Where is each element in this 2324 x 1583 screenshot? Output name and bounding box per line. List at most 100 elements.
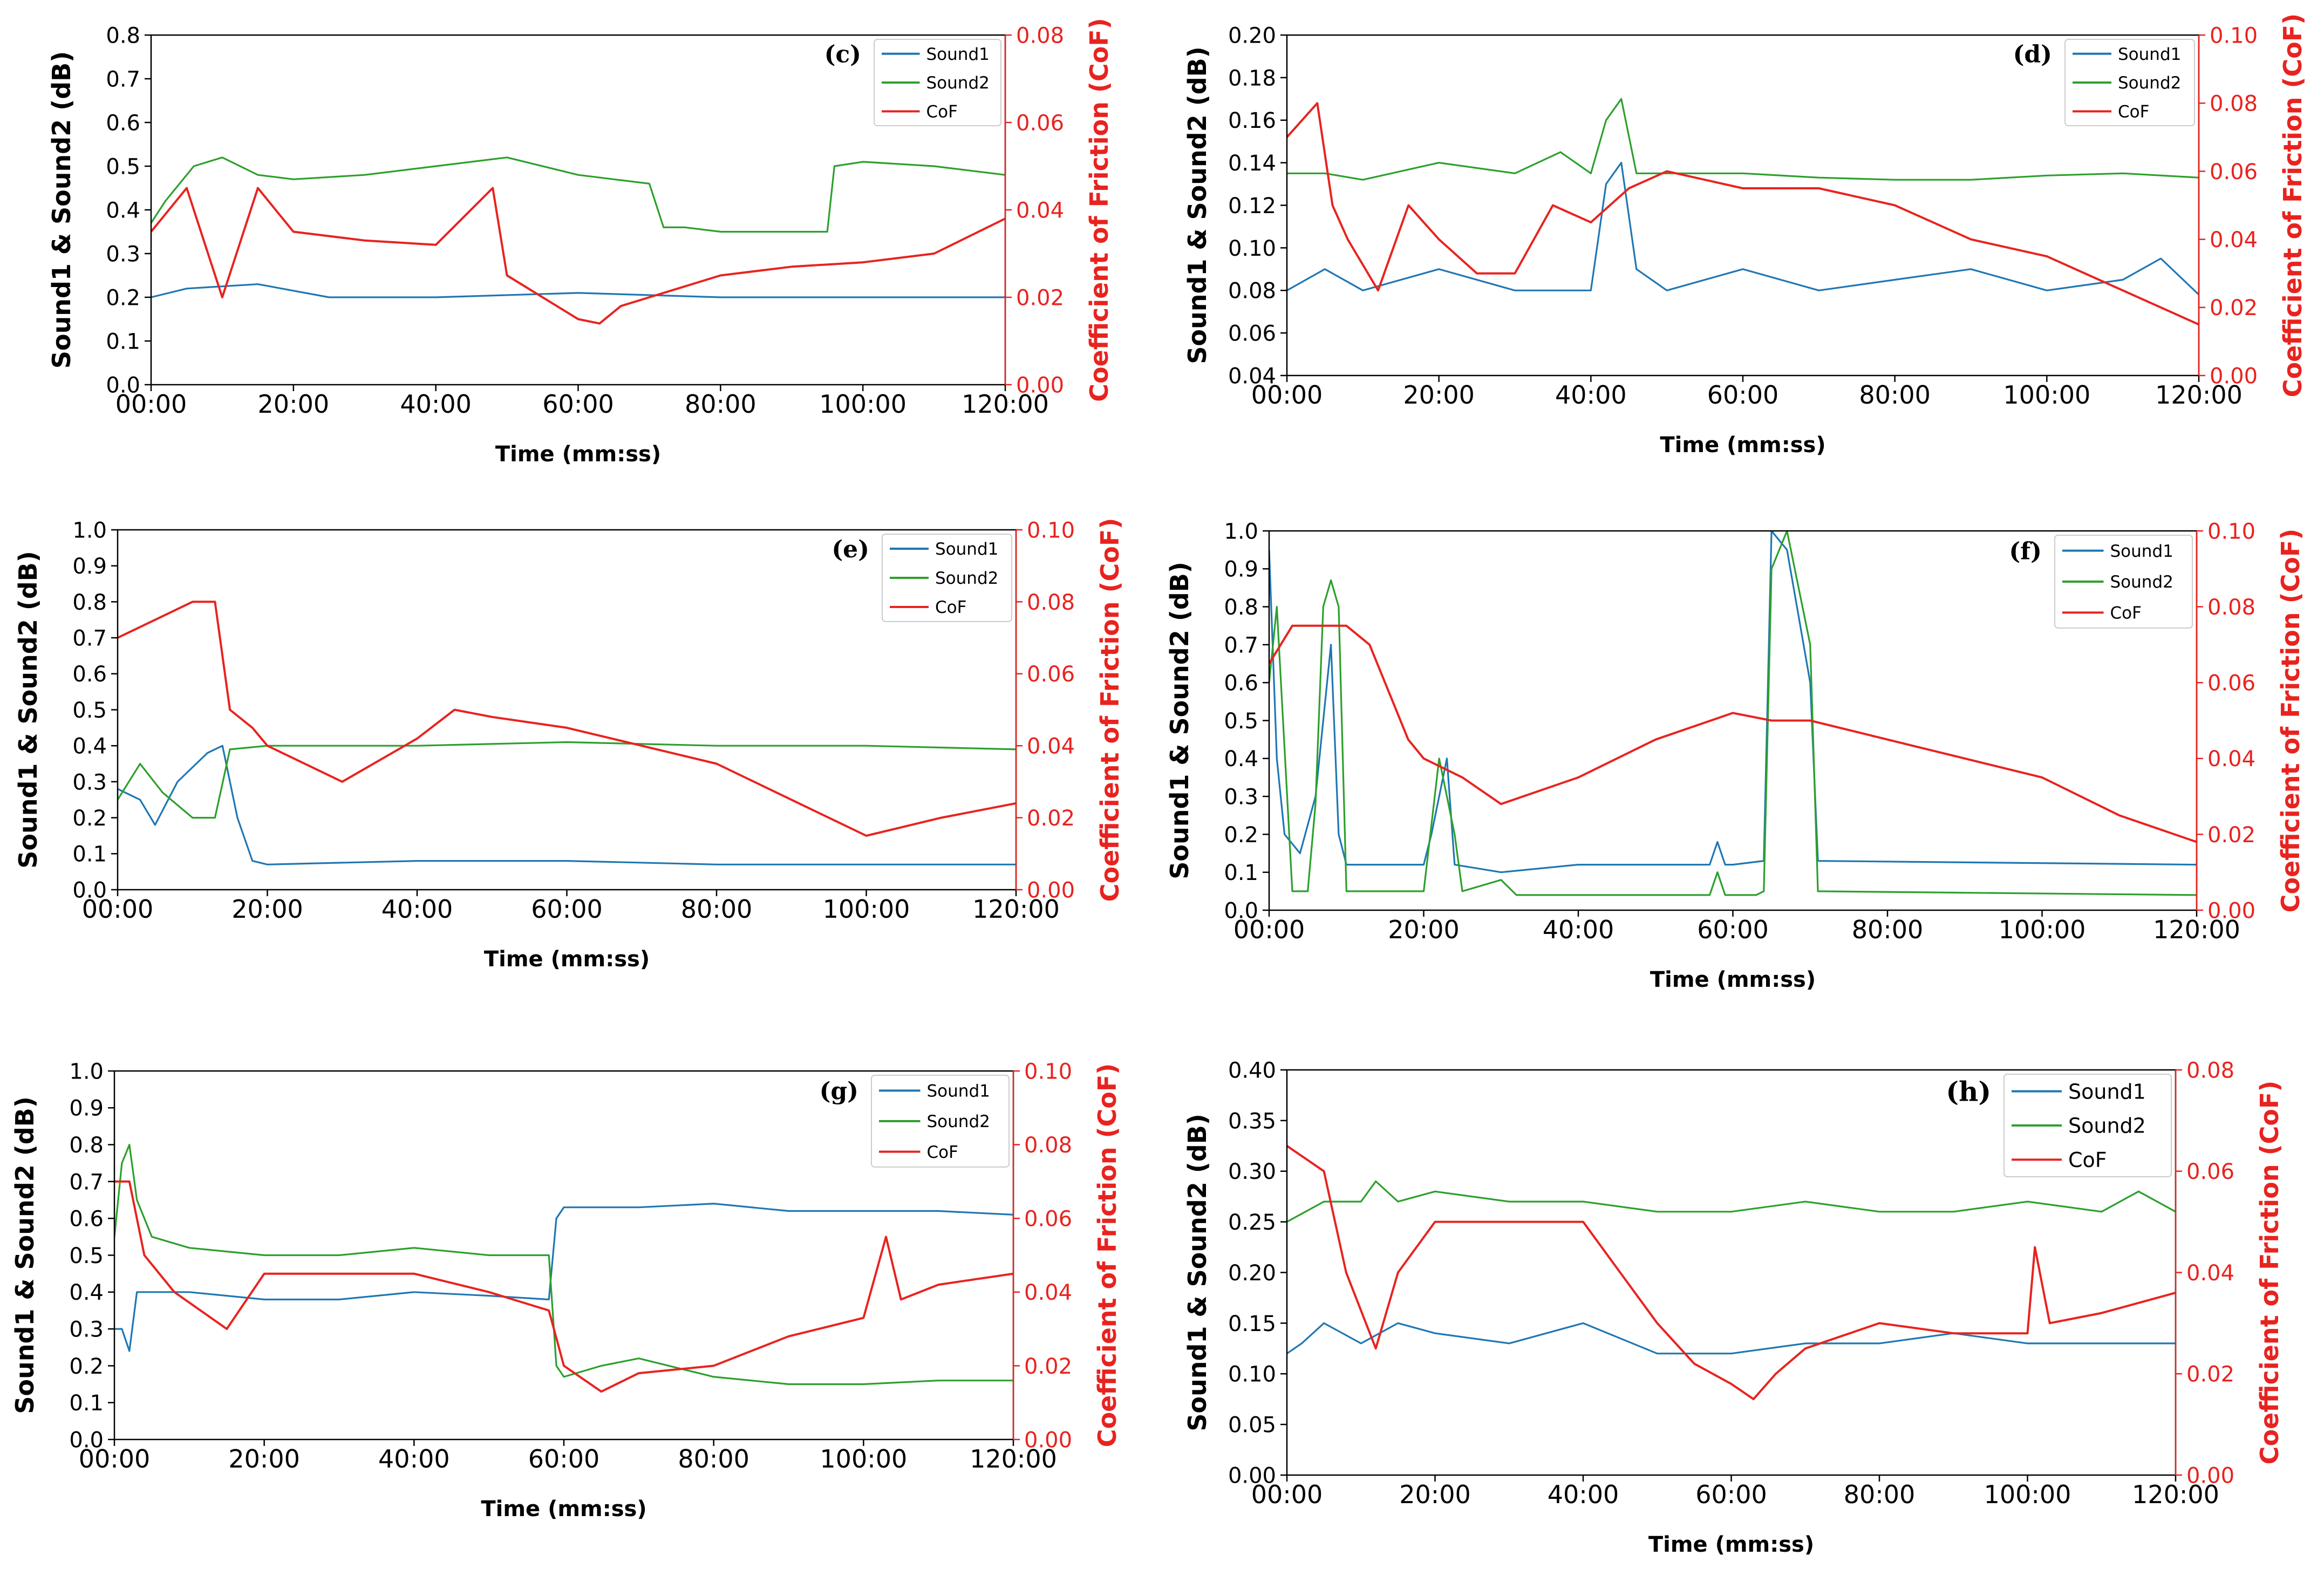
y-tick-label: 0.2 bbox=[106, 285, 140, 310]
series-line-sound1 bbox=[1287, 162, 2199, 296]
series-line-cof bbox=[118, 601, 1016, 837]
legend-label-sound2: Sound2 bbox=[935, 569, 998, 588]
legend-label-sound1: Sound1 bbox=[2110, 542, 2173, 561]
y-right-tick-label: 0.10 bbox=[1024, 1059, 1072, 1084]
legend-box bbox=[882, 534, 1012, 622]
y-axis-right-label: Coefficient of Friction (CoF) bbox=[1085, 18, 1114, 402]
legend-label-sound1: Sound1 bbox=[2068, 1080, 2146, 1103]
x-tick-label: 80:00 bbox=[1852, 915, 1924, 944]
y-axis-label: Sound1 & Sound2 (dB) bbox=[13, 551, 43, 869]
x-tick-label: 00:00 bbox=[115, 390, 187, 419]
x-tick-label: 00:00 bbox=[1251, 1480, 1323, 1509]
x-tick-label: 40:00 bbox=[1548, 1480, 1619, 1509]
y-tick-label: 0.8 bbox=[72, 590, 107, 615]
legend-label-cof: CoF bbox=[2118, 102, 2149, 121]
y-tick-label: 0.9 bbox=[69, 1096, 104, 1121]
y-tick-label: 0.30 bbox=[1228, 1159, 1276, 1184]
y-axis-right-label: Coefficient of Friction (CoF) bbox=[1093, 1063, 1122, 1448]
x-tick-label: 40:00 bbox=[1555, 380, 1627, 410]
y-axis-label: Sound1 & Sound2 (dB) bbox=[1183, 46, 1212, 364]
series-line-cof bbox=[1269, 624, 2197, 843]
y-tick-label: 0.05 bbox=[1228, 1413, 1276, 1438]
y-right-tick-label: 0.04 bbox=[2207, 747, 2255, 772]
y-right-tick-label: 0.06 bbox=[1027, 662, 1075, 687]
plot-frame bbox=[117, 529, 1017, 891]
y-right-tick-label: 0.02 bbox=[2207, 823, 2255, 848]
y-tick-label: 0.16 bbox=[1228, 108, 1276, 133]
y-right-tick-label: 0.08 bbox=[2207, 595, 2255, 620]
legend-label-sound2: Sound2 bbox=[2068, 1114, 2146, 1138]
y-tick-label: 0.20 bbox=[1228, 23, 1276, 48]
y-tick-label: 0.25 bbox=[1228, 1210, 1276, 1235]
y-tick-label: 0.3 bbox=[1224, 785, 1258, 810]
legend-label-sound1: Sound1 bbox=[2118, 45, 2181, 64]
y-axis-label: Sound1 & Sound2 (dB) bbox=[47, 51, 76, 369]
y-tick-label: 0.5 bbox=[72, 698, 107, 723]
x-tick-label: 80:00 bbox=[681, 895, 753, 924]
y-tick-label: 0.4 bbox=[1224, 747, 1258, 772]
legend-label-sound2: Sound2 bbox=[2118, 73, 2181, 93]
y-tick-label: 0.6 bbox=[106, 111, 140, 135]
series-line-sound2 bbox=[114, 1144, 1013, 1386]
y-axis-right-label: Coefficient of Friction (CoF) bbox=[2278, 13, 2307, 398]
y-right-tick-label: 0.00 bbox=[1016, 373, 1064, 398]
panel-label: (e) bbox=[832, 536, 869, 563]
x-tick-label: 60:00 bbox=[1707, 380, 1779, 410]
legend-label-cof: CoF bbox=[926, 102, 958, 121]
y-right-tick-label: 0.00 bbox=[1024, 1428, 1072, 1452]
y-right-tick-label: 0.06 bbox=[1024, 1207, 1072, 1232]
x-tick-label: 00:00 bbox=[82, 895, 154, 924]
y-axis-right-label: Coefficient of Friction (CoF) bbox=[2255, 1081, 2284, 1465]
x-tick-label: 80:00 bbox=[678, 1444, 749, 1473]
x-tick-label: 80:00 bbox=[685, 390, 757, 419]
y-right-tick-label: 0.10 bbox=[1027, 518, 1075, 543]
y-tick-label: 1.0 bbox=[72, 518, 107, 543]
legend: Sound1 Sound2 CoF bbox=[2054, 535, 2193, 629]
y-tick-label: 0.5 bbox=[106, 154, 140, 179]
y-tick-label: 0.3 bbox=[69, 1318, 104, 1342]
x-tick-label: 80:00 bbox=[1859, 380, 1931, 410]
panel-label: (g) bbox=[820, 1077, 858, 1105]
y-right-tick-label: 0.00 bbox=[2210, 364, 2258, 388]
x-tick-label: 120:00 bbox=[2153, 915, 2240, 944]
x-tick-label: 60:00 bbox=[1695, 1480, 1767, 1509]
x-tick-label: 00:00 bbox=[79, 1444, 151, 1473]
chart-panel-f: 00:00 20:00 40:00 60:00 80:00 100:00 120:000.0… bbox=[1165, 519, 2305, 992]
y-right-tick-label: 0.06 bbox=[2186, 1159, 2234, 1184]
y-tick-label: 1.0 bbox=[69, 1059, 104, 1084]
y-right-tick-label: 0.00 bbox=[1027, 878, 1075, 903]
y-tick-label: 0.0 bbox=[1224, 898, 1258, 923]
y-tick-label: 0.20 bbox=[1228, 1261, 1276, 1286]
x-tick-label: 100:00 bbox=[1999, 915, 2086, 944]
y-axis-label: Sound1 & Sound2 (dB) bbox=[1183, 1114, 1212, 1431]
y-tick-label: 0.7 bbox=[106, 67, 140, 92]
legend: Sound1 Sound2 CoF bbox=[874, 39, 1001, 126]
x-tick-label: 40:00 bbox=[400, 390, 472, 419]
y-tick-label: 0.3 bbox=[72, 770, 107, 795]
y-axis-label: Sound1 & Sound2 (dB) bbox=[1165, 562, 1194, 879]
y-right-tick-label: 0.06 bbox=[2210, 160, 2258, 185]
y-tick-label: 0.6 bbox=[1224, 671, 1258, 696]
series-line-cof bbox=[1287, 1145, 2176, 1401]
y-tick-label: 0.7 bbox=[69, 1170, 104, 1195]
panel-label: (c) bbox=[824, 41, 861, 69]
y-right-tick-label: 0.02 bbox=[2186, 1362, 2234, 1387]
y-right-tick-label: 0.08 bbox=[1016, 23, 1064, 48]
series-line-sound2 bbox=[1287, 1180, 2176, 1223]
y-tick-label: 0.18 bbox=[1228, 66, 1276, 91]
y-tick-label: 0.1 bbox=[69, 1391, 104, 1416]
series-line-sound1 bbox=[1287, 1322, 2176, 1355]
y-tick-label: 0.0 bbox=[72, 878, 107, 903]
series-line-sound1 bbox=[151, 283, 1005, 298]
y-right-tick-label: 0.00 bbox=[2207, 898, 2255, 923]
y-tick-label: 1.0 bbox=[1224, 519, 1258, 544]
plot-frame bbox=[1286, 34, 2200, 377]
x-tick-label: 20:00 bbox=[1399, 1480, 1471, 1509]
y-tick-label: 0.08 bbox=[1228, 279, 1276, 304]
panel-label: (h) bbox=[1946, 1076, 1991, 1108]
y-right-tick-label: 0.04 bbox=[1027, 734, 1075, 759]
y-right-tick-label: 0.08 bbox=[2186, 1058, 2234, 1083]
y-tick-label: 0.9 bbox=[1224, 557, 1258, 582]
y-tick-label: 0.0 bbox=[106, 373, 140, 398]
